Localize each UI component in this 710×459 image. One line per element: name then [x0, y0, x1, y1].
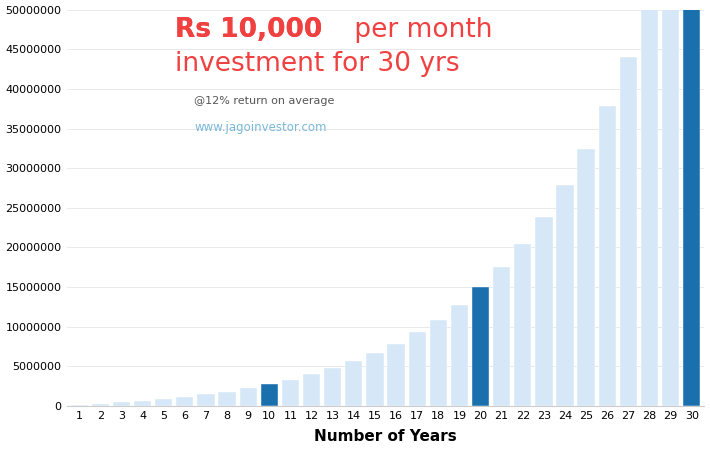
Bar [430, 319, 447, 406]
Bar [134, 401, 151, 406]
Text: www.jagoinvestor.com: www.jagoinvestor.com [194, 122, 327, 134]
Bar [366, 353, 383, 406]
Text: @12% return on average: @12% return on average [194, 96, 334, 106]
Bar [197, 394, 214, 406]
Bar [641, 0, 658, 406]
Bar [388, 343, 405, 406]
Bar [451, 305, 468, 406]
Bar [472, 287, 489, 406]
Bar [239, 388, 257, 406]
Text: Rs 10,000: Rs 10,000 [175, 17, 322, 44]
Bar [557, 185, 574, 406]
Text: investment for 30 yrs: investment for 30 yrs [175, 51, 459, 77]
Text: Rs 10,000: Rs 10,000 [175, 17, 322, 44]
Bar [176, 397, 194, 406]
Bar [345, 361, 363, 406]
Bar [303, 375, 320, 406]
Bar [599, 106, 616, 406]
Bar [493, 267, 510, 406]
Bar [113, 403, 130, 406]
Text: per month: per month [346, 17, 492, 44]
Bar [408, 332, 426, 406]
Bar [535, 217, 552, 406]
X-axis label: Number of Years: Number of Years [314, 429, 457, 444]
Bar [70, 405, 88, 406]
Bar [514, 244, 532, 406]
Bar [577, 149, 595, 406]
Bar [261, 384, 278, 406]
Bar [324, 369, 342, 406]
Bar [282, 380, 299, 406]
Bar [155, 399, 173, 406]
Bar [620, 57, 637, 406]
Bar [662, 0, 679, 406]
Bar [683, 0, 701, 406]
Bar [219, 392, 236, 406]
Bar [92, 404, 109, 406]
